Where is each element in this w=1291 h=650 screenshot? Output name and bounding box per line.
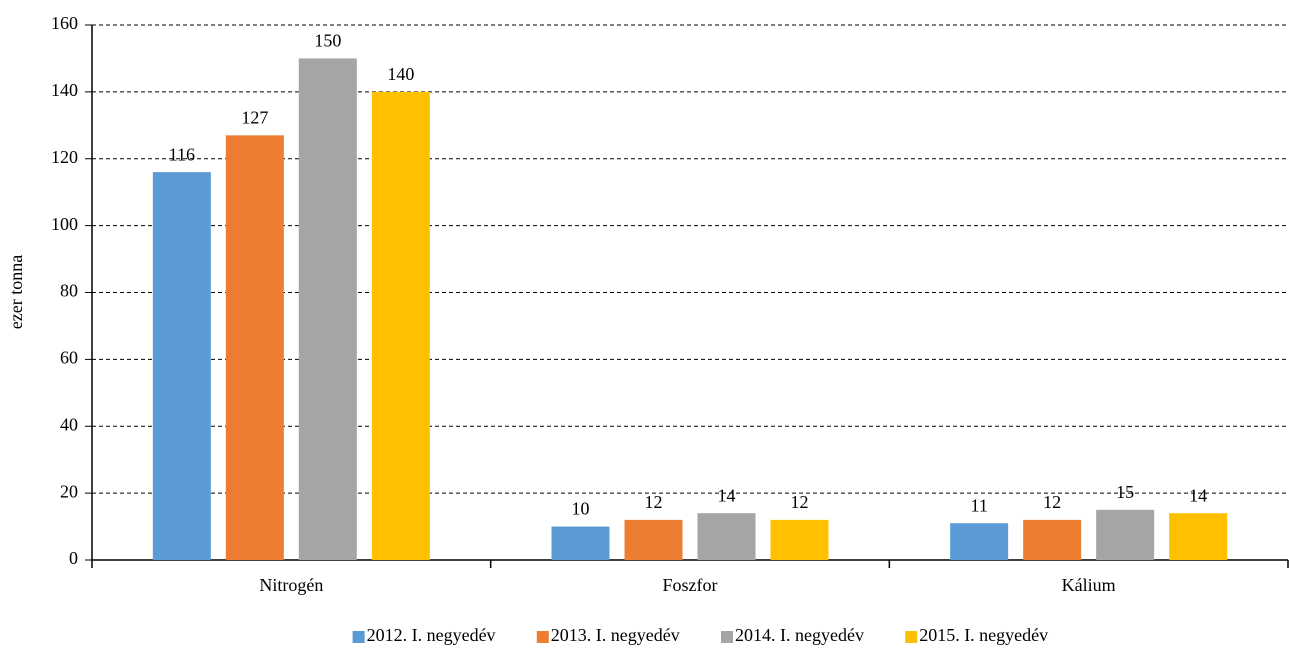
y-tick-label: 80 <box>60 281 78 301</box>
y-tick-label: 20 <box>60 481 78 501</box>
data-label: 10 <box>572 499 590 519</box>
bar <box>371 91 430 560</box>
legend-label: 2014. I. negyedév <box>735 625 864 645</box>
bar <box>1023 519 1082 560</box>
y-tick-label: 140 <box>51 80 78 100</box>
bar <box>697 513 756 560</box>
x-tick-label: Foszfor <box>663 575 718 595</box>
bar <box>1169 513 1228 560</box>
legend-swatch <box>721 631 733 643</box>
data-label: 150 <box>314 31 341 51</box>
y-tick-label: 40 <box>60 414 78 434</box>
data-label: 12 <box>645 492 663 512</box>
bar <box>298 58 357 560</box>
bar <box>551 526 610 560</box>
data-label: 14 <box>1189 485 1207 505</box>
bar <box>1096 509 1155 560</box>
x-tick-label: Kálium <box>1062 575 1116 595</box>
y-tick-label: 0 <box>69 548 78 568</box>
bar <box>624 519 683 560</box>
data-label: 140 <box>387 64 414 84</box>
y-axis-label: ezer tonna <box>6 255 26 329</box>
y-tick-label: 120 <box>51 147 78 167</box>
x-tick-label: Nitrogén <box>259 575 323 595</box>
legend-swatch <box>905 631 918 643</box>
data-label: 116 <box>169 144 195 164</box>
data-label: 12 <box>1043 492 1061 512</box>
data-label: 11 <box>970 495 987 515</box>
data-label: 12 <box>791 492 809 512</box>
legend-label: 2013. I. negyedév <box>551 625 680 645</box>
legend-swatch <box>536 631 549 643</box>
legend-label: 2012. I. negyedév <box>367 625 496 645</box>
y-tick-label: 60 <box>60 348 78 368</box>
data-label: 127 <box>241 107 268 127</box>
bar <box>950 523 1009 560</box>
bar <box>152 172 211 560</box>
bar <box>770 519 829 560</box>
y-tick-label: 160 <box>51 13 78 33</box>
y-tick-label: 100 <box>51 214 78 234</box>
bar <box>225 135 284 560</box>
legend-swatch <box>352 631 365 643</box>
legend-label: 2015. I. negyedév <box>919 625 1048 645</box>
data-label: 15 <box>1116 482 1134 502</box>
data-label: 14 <box>718 485 736 505</box>
